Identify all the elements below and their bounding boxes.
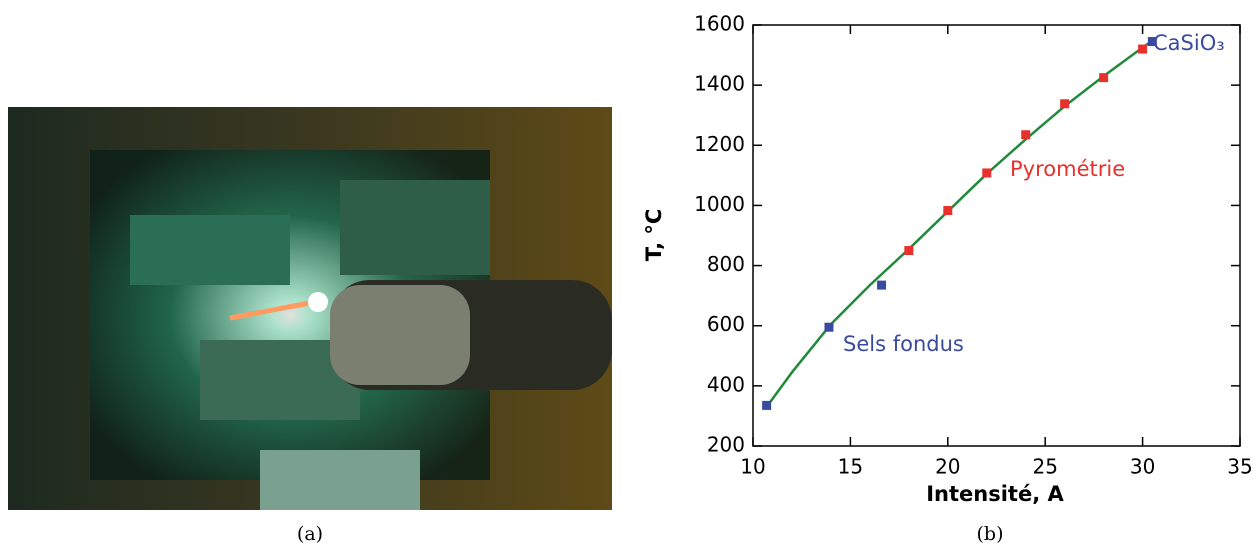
x-tick-label: 10	[740, 455, 765, 479]
plot-frame	[752, 24, 1241, 447]
y-tick-label: 400	[707, 372, 745, 396]
y-tick-label: 1000	[694, 192, 745, 216]
y-axis-label: T, °C	[642, 209, 666, 262]
data-point	[982, 168, 992, 178]
x-axis-label: Intensité, A	[926, 482, 1064, 506]
data-point	[824, 322, 834, 332]
y-tick-label: 800	[707, 252, 745, 276]
data-point	[943, 206, 953, 216]
y-tick-label: 600	[707, 312, 745, 336]
fit-line	[765, 39, 1154, 408]
y-tick-label: 200	[707, 433, 745, 457]
x-tick-label: 20	[935, 455, 960, 479]
x-tick-label: 25	[1032, 455, 1057, 479]
data-point	[1147, 37, 1157, 47]
annotation: Sels fondus	[843, 332, 964, 356]
caption: (a)	[297, 523, 323, 545]
caption: (b)	[977, 523, 1004, 545]
data-point	[1060, 99, 1070, 109]
data-point	[1021, 130, 1031, 140]
data-point	[904, 246, 914, 256]
annotation: CaSiO₃	[1153, 31, 1225, 55]
y-tick-label: 1200	[694, 132, 745, 156]
data-point	[762, 400, 772, 410]
y-tick-label: 1600	[694, 12, 745, 36]
photo	[8, 107, 612, 510]
annotation: Pyrométrie	[1010, 157, 1125, 181]
data-point	[877, 280, 887, 290]
data-point	[1138, 44, 1148, 54]
y-tick-label: 1400	[694, 72, 745, 96]
x-tick-label: 30	[1130, 455, 1155, 479]
x-tick-label: 35	[1227, 455, 1252, 479]
data-point	[1099, 73, 1109, 83]
x-tick-label: 15	[838, 455, 863, 479]
